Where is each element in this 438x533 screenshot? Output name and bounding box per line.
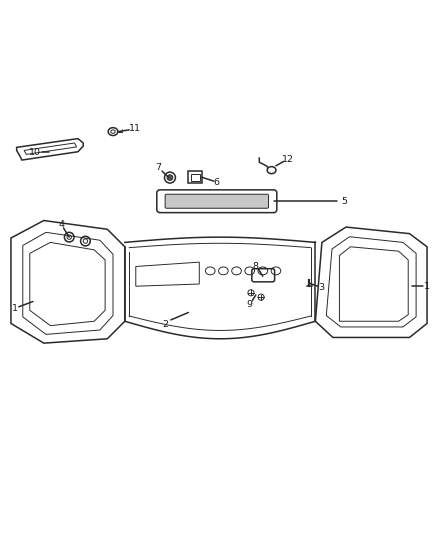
Text: 1: 1 bbox=[424, 282, 430, 290]
Text: 5: 5 bbox=[341, 197, 347, 206]
Text: 2: 2 bbox=[162, 320, 169, 329]
Text: 10: 10 bbox=[29, 148, 41, 157]
Text: 1: 1 bbox=[11, 304, 18, 313]
Text: 9: 9 bbox=[247, 300, 253, 309]
Text: 3: 3 bbox=[318, 283, 325, 292]
Text: 12: 12 bbox=[282, 155, 294, 164]
Text: 11: 11 bbox=[129, 125, 141, 133]
Ellipse shape bbox=[167, 175, 173, 181]
Text: 6: 6 bbox=[214, 178, 220, 187]
FancyBboxPatch shape bbox=[165, 194, 268, 208]
Text: 8: 8 bbox=[252, 262, 258, 271]
Text: 7: 7 bbox=[155, 164, 162, 173]
Text: 4: 4 bbox=[58, 220, 64, 229]
